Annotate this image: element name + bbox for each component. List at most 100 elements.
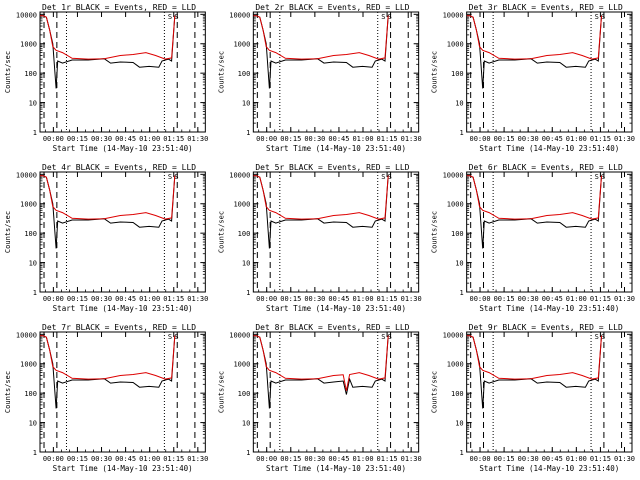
plot-frame <box>39 331 206 453</box>
marker-top-label: S <box>174 173 178 181</box>
y-tick-label: 10000 <box>443 171 464 179</box>
y-tick-label: 1 <box>459 449 463 457</box>
panel-title: Det 1r BLACK = Events, RED = LLD <box>42 3 196 12</box>
y-tick-label: 10000 <box>229 171 250 179</box>
x-tick-label: 01:30 <box>187 455 208 463</box>
plot-frame <box>39 171 206 293</box>
y-tick-label: 10000 <box>16 331 37 339</box>
x-tick-label: 01:15 <box>377 295 398 303</box>
x-axis-label: Start Time (14-May-10 23:51:40) <box>479 144 619 153</box>
marker-top-label: S <box>381 333 385 341</box>
x-axis-label: Start Time (14-May-10 23:51:40) <box>266 144 406 153</box>
y-axis-label: Counts/sec <box>431 211 439 253</box>
plot-frame <box>252 171 420 293</box>
x-tick-label: 00:30 <box>304 295 325 303</box>
marker-top-label: S <box>601 173 605 181</box>
lld-series-line <box>40 175 176 220</box>
y-tick-label: 1 <box>33 289 37 297</box>
y-tick-label: 100 <box>24 390 37 398</box>
y-tick-label: 100 <box>238 230 251 238</box>
x-tick-label: 00:45 <box>115 455 136 463</box>
x-tick-label: 00:15 <box>280 135 301 143</box>
x-tick-label: 01:30 <box>401 455 422 463</box>
y-tick-label: 100 <box>238 390 251 398</box>
y-tick-label: 100 <box>451 70 464 78</box>
marker-top-label: S <box>595 13 599 21</box>
y-tick-label: 1000 <box>447 41 464 49</box>
y-tick-label: 1 <box>246 289 250 297</box>
y-axis-label: Counts/sec <box>4 211 12 253</box>
y-tick-label: 10 <box>29 100 37 108</box>
x-tick-label: 00:00 <box>43 295 64 303</box>
y-tick-label: 10 <box>242 260 250 268</box>
x-tick-label: 01:00 <box>352 295 373 303</box>
x-axis-label: Start Time (14-May-10 23:51:40) <box>266 464 406 473</box>
plot-frame <box>252 331 420 453</box>
plot-frame <box>252 11 420 133</box>
plot-frame <box>466 11 633 133</box>
detector-panel-7: Det 7r BLACK = Events, RED = LLD 1 10 100 10… <box>4 323 208 473</box>
x-tick-label: 01:15 <box>590 455 611 463</box>
x-tick-label: 01:30 <box>187 295 208 303</box>
x-tick-label: 00:30 <box>518 295 539 303</box>
x-tick-label: 01:15 <box>163 295 184 303</box>
x-tick-label: 00:15 <box>494 135 515 143</box>
plot-frame <box>466 171 633 293</box>
y-tick-label: 1 <box>33 449 37 457</box>
panel-title: Det 8r BLACK = Events, RED = LLD <box>255 323 409 332</box>
y-tick-label: 1 <box>459 129 463 137</box>
x-tick-label: 01:00 <box>566 295 587 303</box>
marker-top-label: S <box>601 13 605 21</box>
marker-top-label: S <box>388 13 392 21</box>
y-tick-label: 10 <box>29 260 37 268</box>
marker-top-label: S <box>381 13 385 21</box>
detector-panel-9: Det 9r BLACK = Events, RED = LLD 1 10 100 10… <box>431 323 635 473</box>
detector-panel-8: Det 8r BLACK = Events, RED = LLD 1 10 100 10… <box>217 323 421 473</box>
panel-title: Det 2r BLACK = Events, RED = LLD <box>255 3 409 12</box>
x-tick-label: 01:30 <box>401 135 422 143</box>
panel-title: Det 7r BLACK = Events, RED = LLD <box>42 323 196 332</box>
detector-panel-4: Det 4r BLACK = Events, RED = LLD 1 10 100 10… <box>4 163 208 313</box>
x-tick-label: 00:15 <box>494 455 515 463</box>
lld-series-line <box>253 15 389 60</box>
x-axis-label: Start Time (14-May-10 23:51:40) <box>266 304 406 313</box>
x-tick-label: 00:45 <box>328 295 349 303</box>
marker-top-label: S <box>388 333 392 341</box>
x-tick-label: 00:45 <box>328 455 349 463</box>
x-tick-label: 01:00 <box>139 295 160 303</box>
x-tick-label: 01:00 <box>139 455 160 463</box>
y-axis-label: Counts/sec <box>217 371 225 413</box>
y-tick-label: 10 <box>29 420 37 428</box>
x-tick-label: 00:45 <box>542 135 563 143</box>
detector-panel-2: Det 2r BLACK = Events, RED = LLD 1 10 100 10… <box>217 3 421 153</box>
y-tick-label: 1000 <box>20 41 37 49</box>
y-tick-label: 100 <box>24 70 37 78</box>
y-tick-label: 1000 <box>233 361 250 369</box>
x-tick-label: 00:00 <box>43 135 64 143</box>
x-tick-label: 00:30 <box>91 295 112 303</box>
x-tick-label: 00:15 <box>67 295 88 303</box>
marker-top-label: S <box>174 333 178 341</box>
y-axis-label: Counts/sec <box>431 371 439 413</box>
marker-top-label: S <box>595 173 599 181</box>
x-tick-label: 00:45 <box>542 295 563 303</box>
panel-title: Det 5r BLACK = Events, RED = LLD <box>255 163 409 172</box>
y-axis-label: Counts/sec <box>217 211 225 253</box>
x-tick-label: 00:45 <box>115 295 136 303</box>
y-tick-label: 100 <box>24 230 37 238</box>
marker-top-label: S <box>388 173 392 181</box>
x-tick-label: 01:30 <box>187 135 208 143</box>
y-tick-label: 10000 <box>229 331 250 339</box>
lld-series-line <box>40 335 176 380</box>
x-tick-label: 00:30 <box>304 455 325 463</box>
x-tick-label: 00:30 <box>304 135 325 143</box>
x-tick-label: 01:30 <box>614 295 635 303</box>
lld-series-line <box>466 335 602 380</box>
x-tick-label: 01:15 <box>163 455 184 463</box>
y-axis-label: Counts/sec <box>4 371 12 413</box>
x-tick-label: 00:15 <box>280 295 301 303</box>
y-tick-label: 1000 <box>233 201 250 209</box>
x-tick-label: 01:00 <box>566 135 587 143</box>
x-tick-label: 00:30 <box>91 135 112 143</box>
x-tick-label: 01:30 <box>614 455 635 463</box>
